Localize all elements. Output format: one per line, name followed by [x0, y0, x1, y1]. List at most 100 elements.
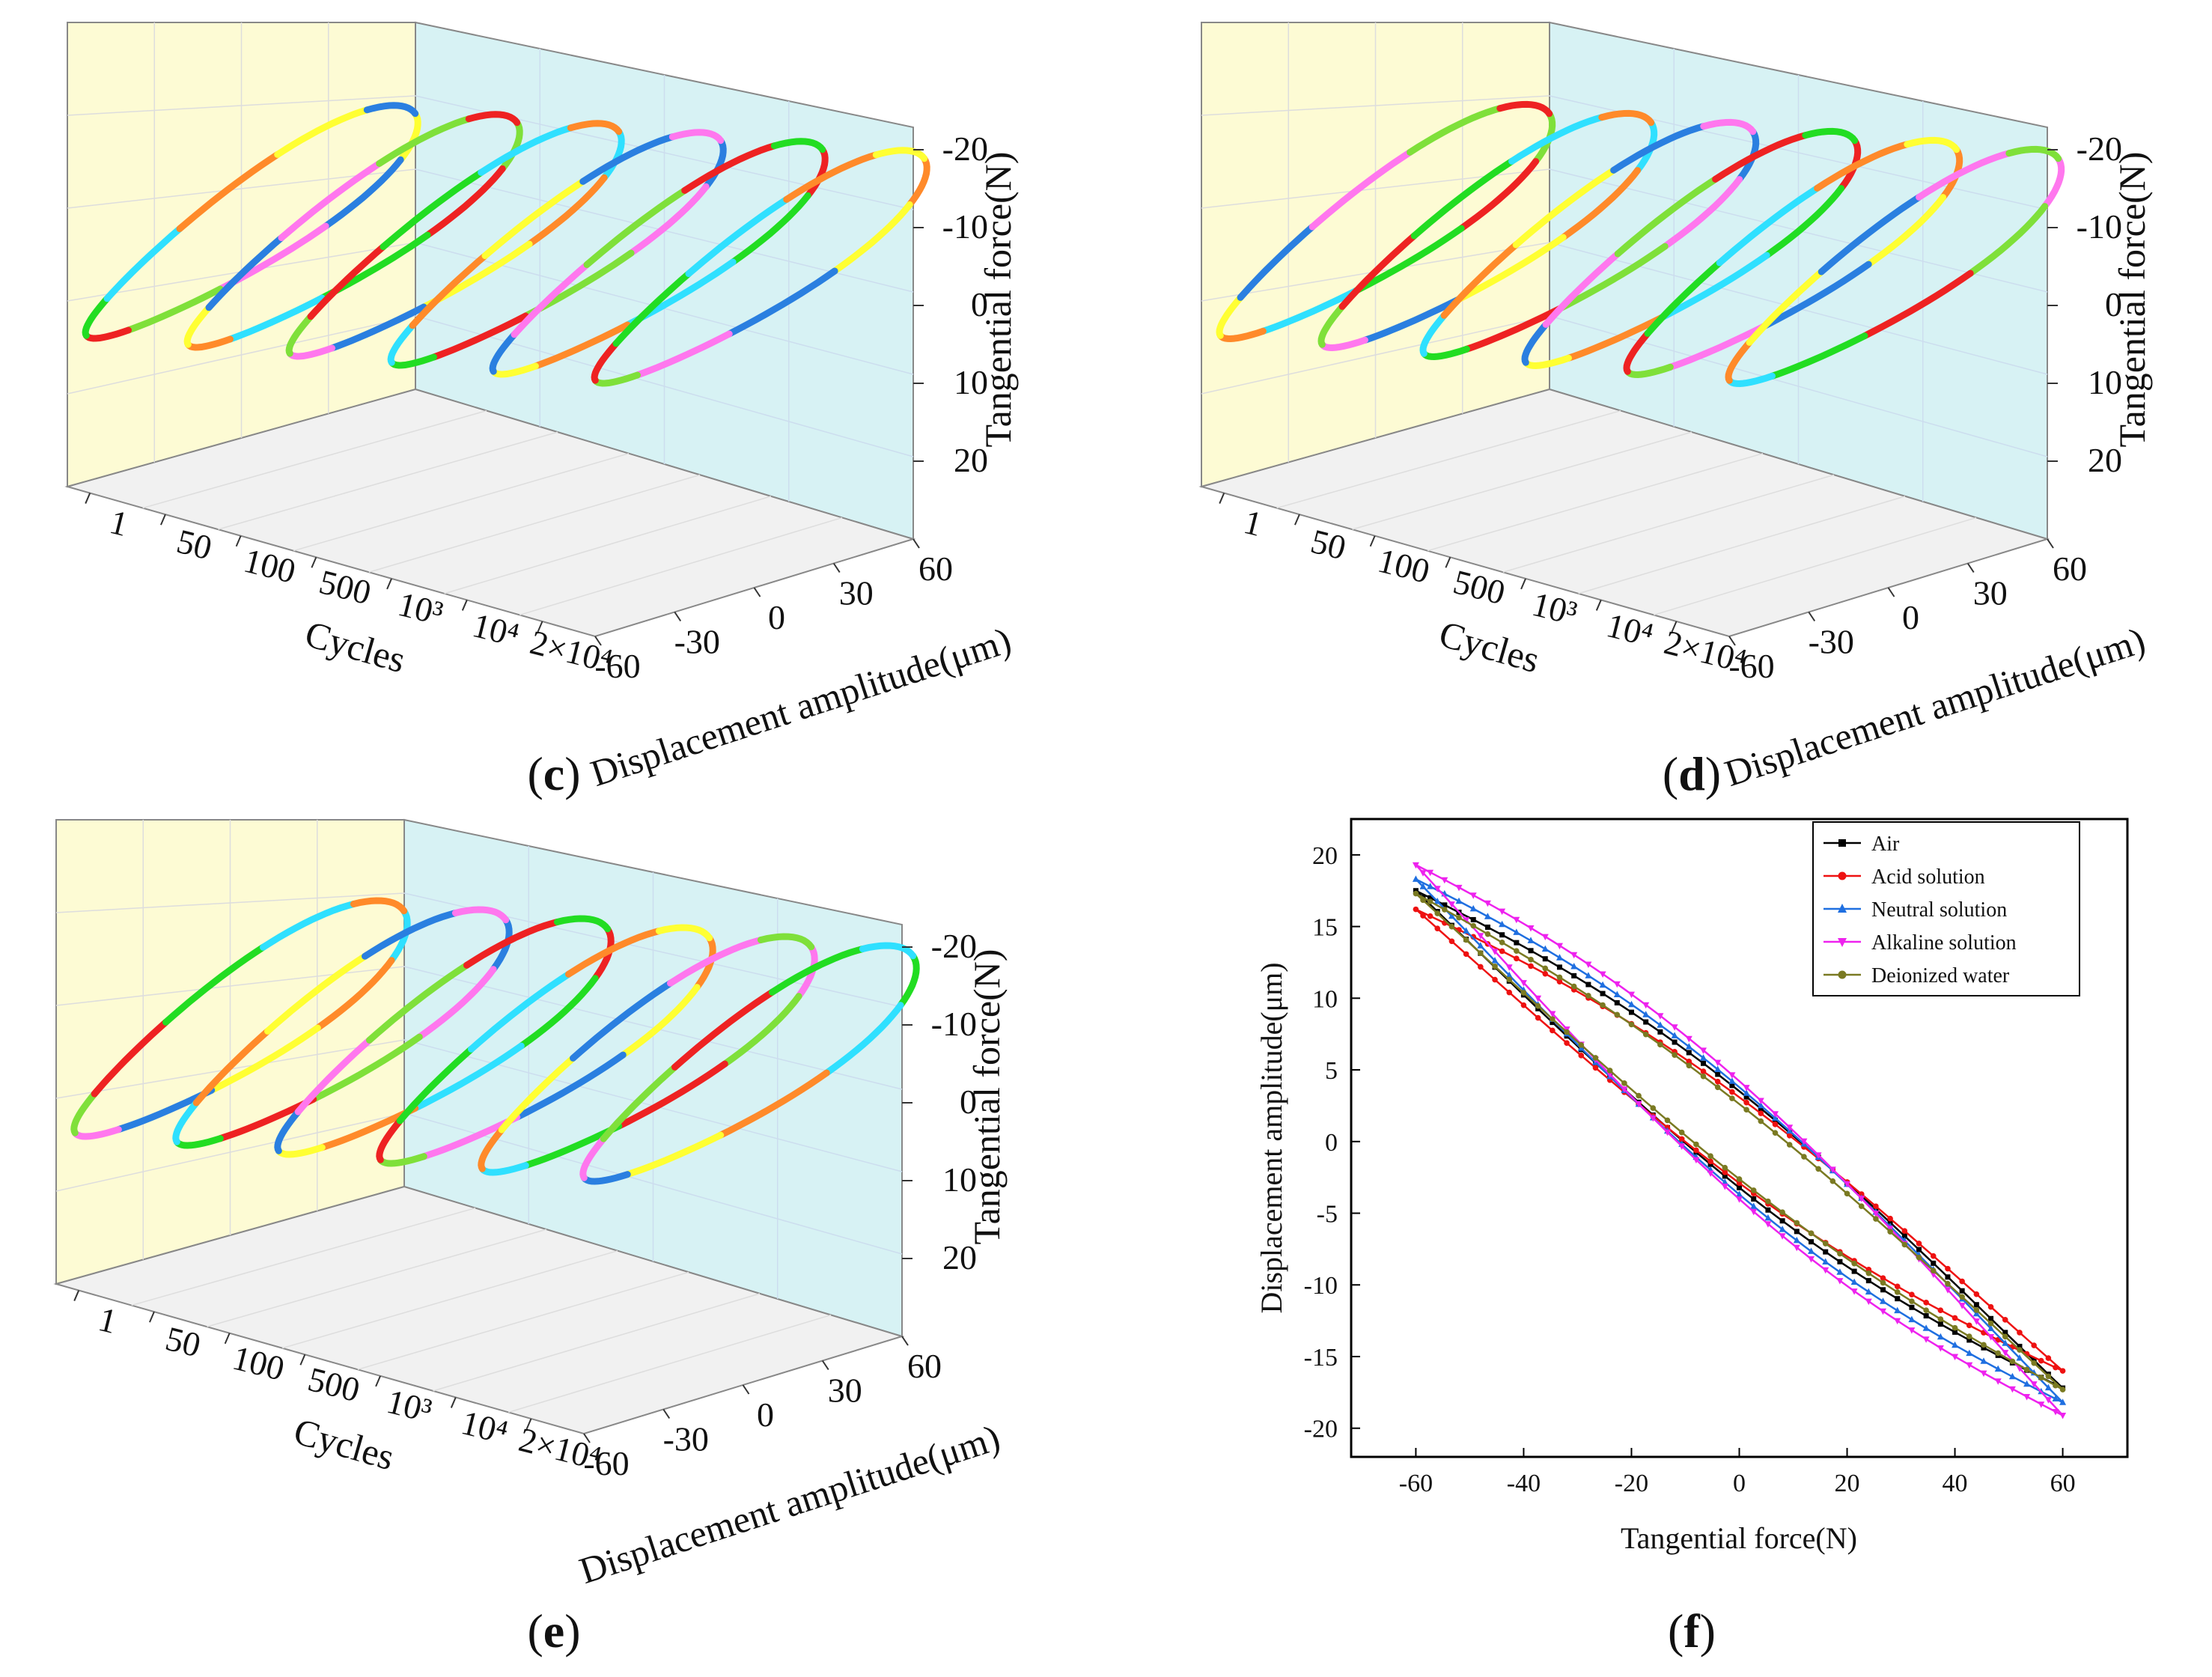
z-axis-label: Tangential force(N): [966, 949, 1008, 1245]
y-tick-label: -60: [583, 1444, 629, 1482]
loop-3-segment: [525, 174, 608, 248]
data-point: [1592, 1065, 1599, 1071]
data-point: [1463, 937, 1469, 943]
data-point: [1952, 1324, 1958, 1331]
data-point: [1923, 1300, 1929, 1306]
loop-6-segment: [624, 1131, 725, 1178]
loop-5-segment: [1624, 363, 1674, 379]
loop-3-segment: [1463, 305, 1563, 353]
z-tick-label: 20: [942, 1238, 977, 1276]
data-point: [1980, 1357, 1987, 1364]
legend-label: Acid solution: [1871, 865, 1985, 889]
data-point: [1672, 1052, 1678, 1058]
data-point: [1520, 980, 1527, 987]
loop-4-segment: [420, 1113, 521, 1160]
data-point: [1427, 869, 1434, 877]
data-point: [1628, 991, 1635, 999]
loop-3-segment: [553, 915, 612, 933]
loop-4-segment: [619, 984, 701, 1059]
loop-2-segment: [1361, 296, 1461, 344]
legend-label: Neutral solution: [1871, 898, 2007, 922]
data-point: [1564, 1040, 1570, 1046]
data-point: [1527, 937, 1535, 943]
data-point: [1628, 1000, 1635, 1008]
data-point: [1800, 1138, 1808, 1145]
legend-label: Alkaline solution: [1871, 931, 2017, 955]
x-tick: [1219, 493, 1225, 504]
loop-2-segment: [1318, 336, 1368, 352]
data-point: [1506, 989, 1513, 996]
data-point: [1499, 940, 1505, 946]
data-point: [2059, 1398, 2067, 1405]
loop-4-segment: [387, 322, 416, 366]
data-point: [1750, 1187, 1757, 1193]
data-point: [1743, 1099, 1749, 1106]
data-point: [1463, 917, 1470, 924]
data-point: [1685, 1043, 1692, 1050]
data-point: [1606, 1068, 1613, 1074]
data-point: [1786, 1124, 1794, 1131]
data-point: [2038, 1357, 2044, 1364]
data-point: [2017, 1347, 2023, 1353]
loop-6-segment: [831, 201, 913, 275]
data-point: [1664, 1129, 1671, 1136]
grid-line: [508, 1314, 832, 1413]
loop-4-segment: [514, 1051, 627, 1121]
data-point: [1642, 1011, 1650, 1017]
loop-4-segment: [377, 1153, 427, 1167]
data-point: [1700, 1060, 1706, 1066]
loop-4-segment: [1542, 250, 1621, 328]
data-point: [1505, 971, 1513, 978]
loop-3-segment: [1661, 176, 1743, 250]
data-point: [1959, 1294, 1965, 1300]
loop-3-segment: [329, 303, 427, 352]
data-point: [1628, 1009, 1634, 1015]
x-tick: [1595, 600, 1602, 611]
loop-6-segment: [1768, 332, 1868, 380]
data-point: [1527, 925, 1535, 932]
loop-6-segment: [859, 942, 917, 960]
data-point: [1987, 1303, 1994, 1310]
panel-label-c: (c): [527, 747, 580, 800]
data-point: [1880, 1279, 1886, 1286]
data-point: [1729, 1083, 1735, 1089]
panel-label-f: (f): [1668, 1604, 1716, 1658]
data-point: [2053, 1382, 2059, 1389]
loop-3-segment: [366, 961, 470, 1044]
loop-4-segment: [481, 177, 587, 260]
data-point: [1433, 898, 1441, 904]
loop-2-segment: [173, 1135, 224, 1149]
data-point: [1556, 974, 1563, 981]
z-axis-label: Tangential force(N): [977, 152, 1019, 448]
data-point: [1678, 1129, 1685, 1136]
loop-5-segment: [583, 186, 689, 269]
loop-3-segment: [567, 120, 623, 136]
loop-1-segment: [1457, 158, 1540, 232]
data-point: [1570, 963, 1578, 970]
data-point: [1600, 1002, 1606, 1008]
data-point: [1412, 862, 1419, 869]
data-point: [1981, 1345, 1987, 1351]
data-point: [1549, 1011, 1556, 1017]
loop-2-segment: [205, 234, 285, 311]
data-point: [1721, 1178, 1728, 1185]
data-point: [1499, 948, 1505, 955]
data-point: [1909, 1298, 1915, 1304]
z-tick-label: 10: [2088, 363, 2122, 401]
grid-line: [142, 410, 487, 509]
data-point: [1880, 1308, 1886, 1315]
y-tick-label: 0: [1902, 598, 1919, 636]
loop-2-segment: [192, 1027, 271, 1107]
x-tick-label: 50: [173, 522, 216, 567]
grid-line: [520, 517, 843, 616]
data-point: [1686, 1059, 1692, 1065]
loop-3-segment: [294, 1036, 373, 1116]
data-point: [1764, 1214, 1772, 1221]
loop-4-segment: [396, 1045, 475, 1124]
loop-2-segment: [415, 966, 497, 1041]
data-point: [1815, 1166, 1821, 1172]
data-point: [1973, 1302, 1979, 1308]
data-point: [1923, 1313, 1929, 1319]
data-point: [1808, 1247, 1815, 1254]
data-point: [1556, 954, 1563, 961]
